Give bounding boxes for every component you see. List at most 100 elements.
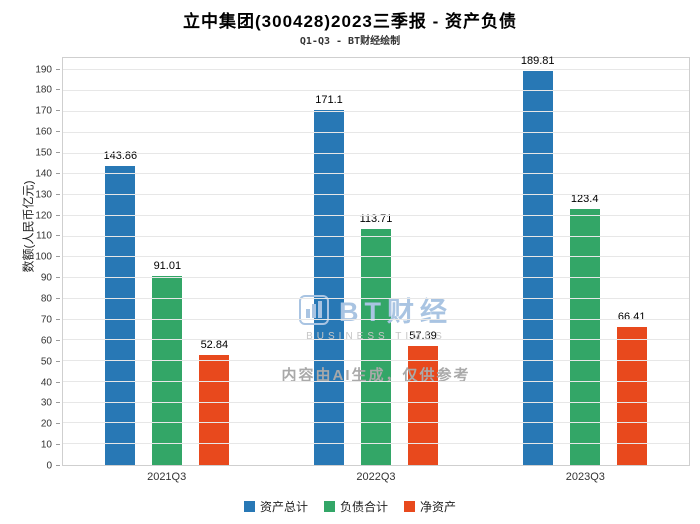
bar-group: 189.81 123.4 66.41 — [480, 54, 689, 465]
legend: 资产总计 负债合计 净资产 — [0, 498, 700, 515]
bar-value-label: 171.1 — [315, 93, 343, 106]
y-tick-mark — [56, 423, 60, 425]
y-tick-mark — [56, 298, 60, 300]
bar-group: 143.86 91.01 52.84 — [63, 58, 272, 465]
legend-label: 资产总计 — [259, 500, 308, 514]
y-tick-label: 140 — [35, 168, 52, 180]
y-tick-label: 120 — [35, 210, 52, 222]
y-tick-mark — [56, 110, 60, 112]
grid-line — [63, 214, 689, 216]
bar-资产总计-2023Q3 — [522, 70, 553, 465]
y-tick-mark — [56, 193, 60, 195]
bar-wrap: 52.84 — [199, 58, 230, 465]
bar-净资产-2023Q3 — [616, 327, 647, 465]
legend-swatch — [243, 501, 255, 512]
y-tick-label: 110 — [36, 230, 52, 242]
bar-资产总计-2021Q3 — [105, 166, 136, 465]
legend-label: 负债合计 — [339, 500, 388, 514]
bar-wrap: 66.41 — [616, 58, 647, 465]
bar-负债合计-2022Q3 — [361, 228, 391, 465]
x-axis-labels: 2021Q3 2022Q3 2023Q3 — [62, 471, 690, 483]
y-tick-mark — [56, 465, 60, 466]
bar-wrap: 171.1 — [314, 58, 344, 465]
y-tick-mark — [56, 89, 60, 91]
legend-item: 净资产 — [404, 498, 456, 515]
grid-line — [63, 256, 689, 258]
legend-label: 净资产 — [420, 500, 457, 514]
y-tick-mark — [56, 256, 60, 258]
grid-line — [63, 90, 689, 92]
y-tick-mark — [56, 214, 60, 216]
bar-value-label: 189.81 — [520, 54, 555, 67]
bar-wrap: 91.01 — [152, 58, 183, 465]
grid-line — [63, 339, 689, 341]
y-tick-label: 80 — [40, 293, 52, 305]
bar-value-label: 52.84 — [200, 339, 229, 352]
x-tick-label: 2021Q3 — [147, 471, 187, 483]
grid-line — [63, 360, 689, 362]
grid-line — [63, 297, 689, 299]
bar-资产总计-2022Q3 — [314, 109, 344, 465]
y-tick-label: 180 — [35, 84, 52, 96]
chart-title: 立中集团(300428)2023三季报 - 资产负债 — [183, 12, 517, 31]
grid-line — [63, 422, 689, 424]
grid-line — [63, 111, 689, 112]
bar-wrap: 123.4 — [569, 58, 600, 465]
y-tick-label: 160 — [35, 126, 52, 138]
bar-负债合计-2023Q3 — [569, 208, 600, 465]
bar-value-label: 91.01 — [153, 260, 182, 273]
y-tick-label: 150 — [35, 147, 52, 159]
bar-负债合计-2021Q3 — [152, 276, 183, 465]
y-tick-label: 90 — [40, 272, 52, 284]
grid-line — [63, 235, 689, 237]
y-axis: 0 10 20 30 40 50 60 70 80 90 100 110 120 130 140 150 160… — [0, 57, 60, 472]
y-tick-mark — [56, 360, 60, 362]
bar-value-label: 57.39 — [409, 329, 437, 342]
y-tick-label: 100 — [35, 251, 52, 263]
bar-group: 171.1 113.71 57.39 — [272, 58, 481, 465]
bar-groups: 143.86 91.01 52.84 171.1 113.71 57.39 189.81 12… — [63, 54, 689, 465]
grid-line — [63, 443, 689, 445]
y-tick-mark — [56, 444, 60, 446]
y-tick-label: 30 — [40, 397, 52, 409]
y-tick-label: 40 — [40, 377, 52, 389]
bar-wrap: 189.81 — [520, 54, 555, 465]
y-tick-label: 70 — [40, 314, 52, 326]
y-tick-mark — [56, 277, 60, 279]
bar-value-label: 123.4 — [570, 192, 599, 205]
y-tick-label: 170 — [35, 105, 52, 117]
y-tick-label: 10 — [40, 439, 52, 451]
y-tick-label: 130 — [35, 189, 52, 201]
bar-净资产-2022Q3 — [408, 345, 438, 465]
y-tick-mark — [56, 235, 60, 237]
y-tick-mark — [56, 318, 60, 320]
legend-swatch — [323, 501, 335, 512]
grid-line — [63, 380, 689, 382]
bar-wrap: 143.86 — [104, 58, 137, 465]
y-tick-mark — [56, 381, 60, 383]
y-axis-label: 数额(人民币亿元) — [21, 180, 36, 273]
y-tick-label: 0 — [46, 460, 52, 472]
legend-item: 负债合计 — [323, 498, 388, 515]
legend-item: 资产总计 — [243, 498, 308, 515]
bar-value-label: 66.41 — [617, 311, 646, 324]
grid-line — [63, 194, 689, 196]
chart-subtitle: Q1-Q3 - BT财经绘制 — [299, 36, 401, 47]
grid-line — [63, 131, 689, 133]
y-tick-mark — [56, 131, 60, 133]
y-tick-mark — [56, 402, 60, 404]
x-tick-label: 2023Q3 — [565, 471, 605, 483]
grid-line — [63, 173, 689, 175]
bar-wrap: 113.71 — [359, 58, 393, 465]
bar-value-label: 113.71 — [359, 212, 393, 225]
y-tick-mark — [56, 172, 60, 174]
bar-wrap: 57.39 — [408, 58, 438, 465]
grid-line — [63, 401, 689, 403]
grid-line — [63, 318, 689, 320]
grid-line — [63, 69, 689, 71]
grid-line — [63, 152, 689, 154]
bar-净资产-2021Q3 — [199, 355, 230, 465]
y-tick-label: 60 — [40, 335, 52, 347]
y-tick-label: 190 — [35, 64, 52, 76]
